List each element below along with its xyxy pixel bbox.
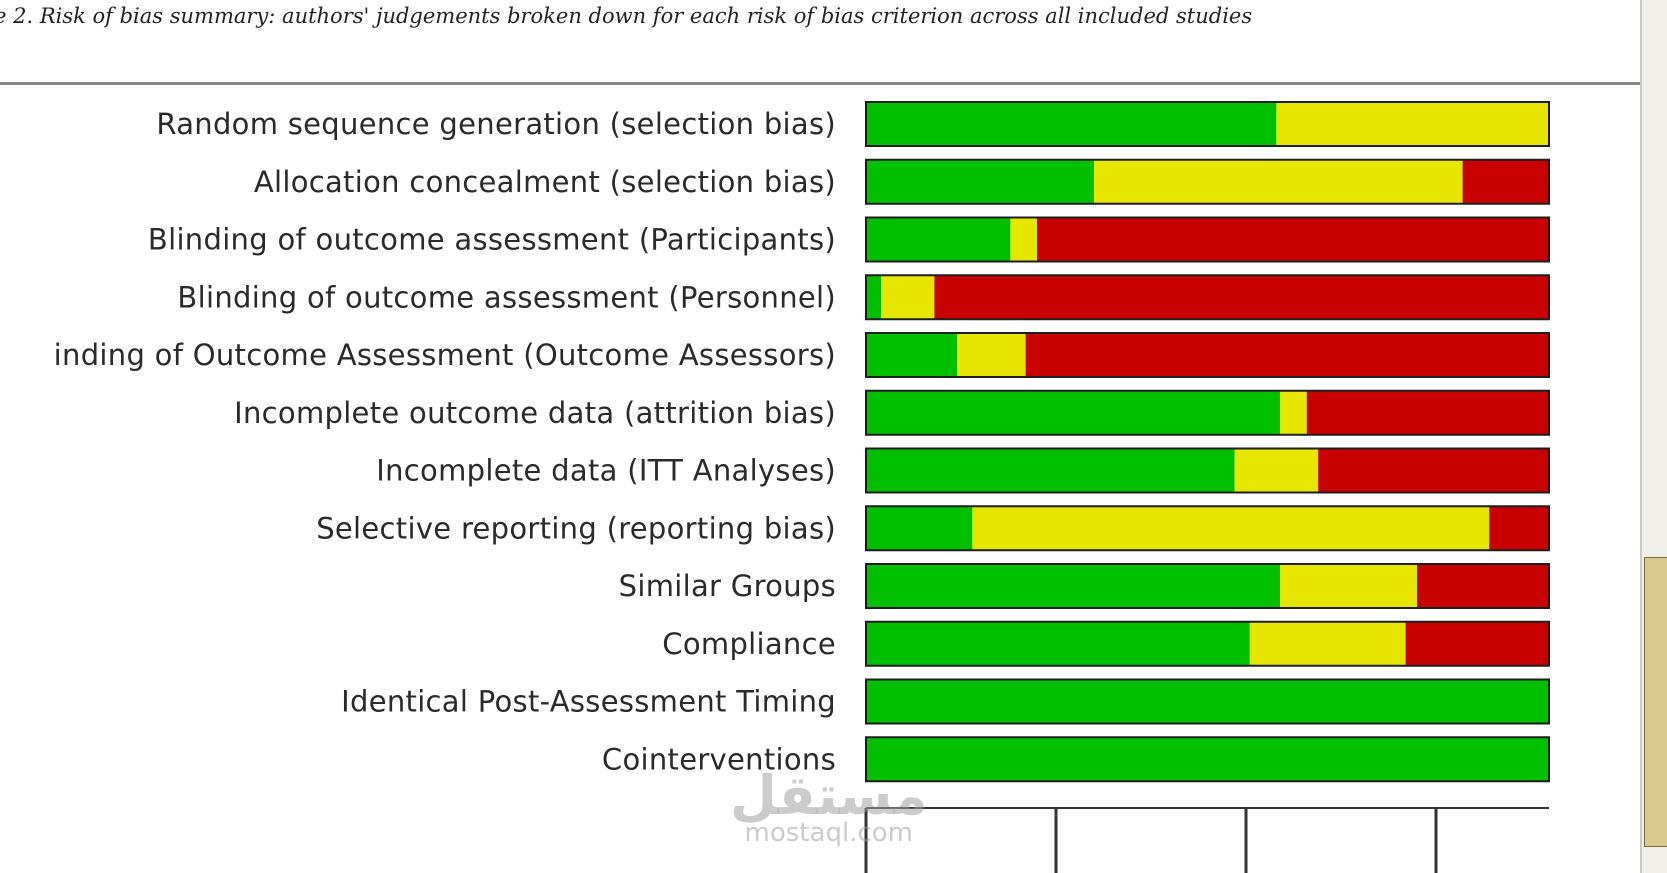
row-label: Blinding of outcome assessment (Personne… (177, 280, 836, 314)
bar-segment (866, 390, 1281, 435)
row-label: Identical Post-Assessment Timing (341, 685, 836, 719)
bar-segment (866, 159, 1094, 204)
bar-segment (1280, 390, 1307, 435)
row-label: Random sequence generation (selection bi… (156, 107, 836, 141)
bar-segment (866, 679, 1549, 724)
row-labels: Random sequence generation (selection bi… (54, 107, 836, 776)
bar-segment (866, 448, 1235, 493)
bar-segment (1462, 159, 1549, 204)
bar-segment (957, 333, 1026, 377)
row-label: Similar Groups (619, 569, 836, 603)
watermark: مستقل mostaql.com (730, 764, 928, 848)
bar-segment (866, 333, 958, 377)
bar-segment (866, 621, 1250, 666)
bar-segment (1276, 102, 1549, 146)
bar-segment (1489, 506, 1549, 551)
adjacent-page-table (1644, 557, 1667, 847)
stacked-bars (865, 101, 1550, 783)
bar-segment (934, 275, 1549, 320)
bar-segment (866, 102, 1277, 146)
bar-outline (865, 274, 1550, 321)
row-label: Allocation concealment (selection bias) (254, 165, 836, 199)
bar-segment (866, 275, 882, 320)
bar-outline (865, 678, 1550, 725)
bar-segment (1306, 390, 1549, 435)
figure-caption: e 2. Risk of bias summary: authors' judg… (0, 4, 1253, 28)
bar-segment (1249, 621, 1406, 666)
bar-segment (866, 564, 1281, 608)
row-label: inding of Outcome Assessment (Outcome As… (54, 338, 836, 372)
bar-segment (1405, 621, 1549, 666)
bar-segment (1025, 333, 1549, 377)
bar-outline (865, 447, 1550, 494)
bar-outline (865, 505, 1550, 552)
bar-segment (1037, 217, 1549, 262)
bar-outline (865, 332, 1550, 378)
row-label: Selective reporting (reporting bias) (316, 511, 836, 545)
bar-outline (865, 101, 1550, 147)
row-label: Incomplete data (ITT Analyses) (376, 454, 836, 488)
bar-segment (881, 275, 935, 320)
bar-outline (865, 158, 1550, 205)
x-axis (864, 807, 1549, 873)
bar-segment (1010, 217, 1037, 262)
row-label: Cointerventions (602, 742, 836, 776)
bar-outline (865, 563, 1550, 609)
row-label: Compliance (662, 627, 836, 661)
bar-outline (865, 389, 1550, 436)
watermark-latin-text: mostaql.com (744, 818, 913, 848)
bar-segment (866, 506, 973, 551)
bar-segment (866, 737, 1549, 782)
bar-segment (972, 506, 1490, 551)
bar-segment (1094, 159, 1463, 204)
watermark-arabic-text: مستقل (730, 764, 928, 827)
row-label: Incomplete outcome data (attrition bias) (234, 396, 836, 430)
bar-segment (1417, 564, 1549, 608)
row-label: Blinding of outcome assessment (Particip… (148, 223, 836, 257)
bar-outline (865, 216, 1550, 263)
bar-segment (1234, 448, 1319, 493)
bar-outline (865, 736, 1550, 783)
bar-segment (866, 217, 1011, 262)
bar-segment (1280, 564, 1417, 608)
bar-segment (1318, 448, 1549, 493)
caption-divider (0, 82, 1640, 85)
bar-outline (865, 620, 1550, 667)
